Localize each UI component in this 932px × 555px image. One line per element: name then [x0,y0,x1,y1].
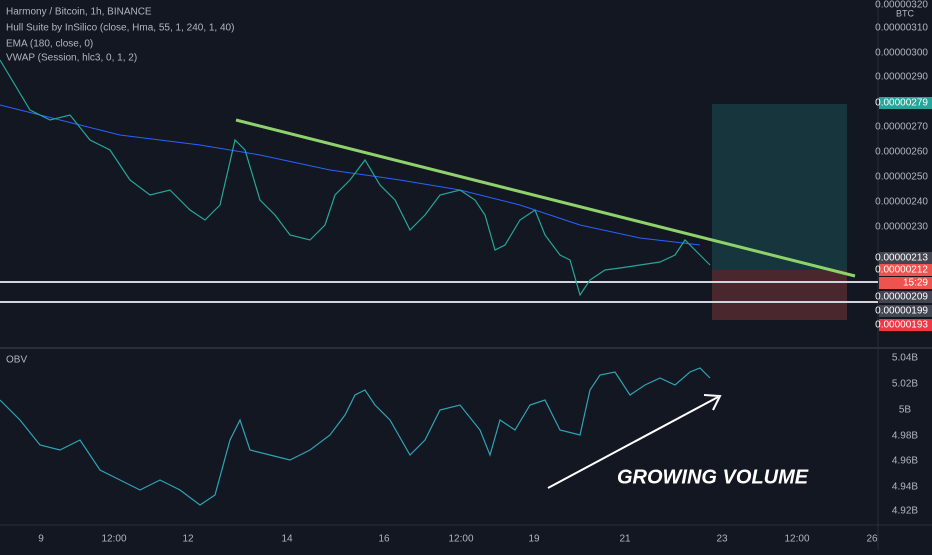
time-label: 9 [38,534,44,545]
price-badge-text: 15:29 [903,278,928,289]
price-badge [879,291,932,303]
price-label: 0.00000290 [875,72,928,83]
price-badge [879,252,932,264]
time-label: 21 [619,534,631,545]
indicator-label: EMA (180, close, 0) [6,39,93,50]
obv-label: 4.94B [892,482,918,493]
price-badge-text: 0.00000213 [875,253,928,264]
obv-title: OBV [6,355,27,366]
price-label: 0.00000250 [875,172,928,183]
time-label: 16 [378,534,390,545]
annotation: GROWING VOLUME [617,466,809,488]
time-label: 12:00 [784,534,809,545]
time-label: 19 [528,534,540,545]
obv-label: 5.04B [892,353,918,364]
time-label: 26 [866,534,878,545]
price-label: 0.00000320 [875,0,928,11]
trend-line [235,118,856,278]
price-label: 0.00000240 [875,197,928,208]
price-badge-text: 0.00000193 [875,320,928,331]
price-label: 0.00000260 [875,147,928,158]
symbol-title: Harmony / Bitcoin, 1h, BINANCE [6,7,152,18]
price-badge [879,305,932,317]
price-label: 0.00000310 [875,23,928,34]
price-badge [879,319,932,331]
obv-line [0,367,711,506]
price-badge [879,97,932,109]
time-label: 23 [716,534,728,545]
price-badge-text: 0.00000209 [875,292,928,303]
price-label: 0.00000300 [875,48,928,59]
stop-zone [712,270,847,320]
price-badge-text: 0.00000199 [875,306,928,317]
arrow-head [703,394,722,411]
price-label: 0.00000230 [875,222,928,233]
price-badge [879,277,932,289]
obv-label: 4.98B [892,431,918,442]
arrow-shaft [547,396,719,489]
obv-label: 4.96B [892,456,918,467]
time-label: 12:00 [448,534,473,545]
price-badge [879,264,932,276]
price-label: 0.00000270 [875,122,928,133]
target-zone [712,104,847,270]
currency-label: BTC [896,8,915,18]
obv-label: 5B [899,405,912,416]
indicator-label: VWAP (Session, hlc3, 0, 1, 2) [6,53,137,64]
indicator-label: Hull Suite by InSilico (close, Hma, 55, … [6,23,234,34]
price-line [0,59,711,297]
time-label: 12:00 [101,534,126,545]
price-badge-text: 0.00000279 [875,98,928,109]
price-badge-text: 0.00000212 [875,265,928,276]
obv-label: 4.92B [892,506,918,517]
time-label: 14 [281,534,293,545]
time-label: 12 [182,534,194,545]
obv-label: 5.02B [892,379,918,390]
ema-line [0,104,701,246]
